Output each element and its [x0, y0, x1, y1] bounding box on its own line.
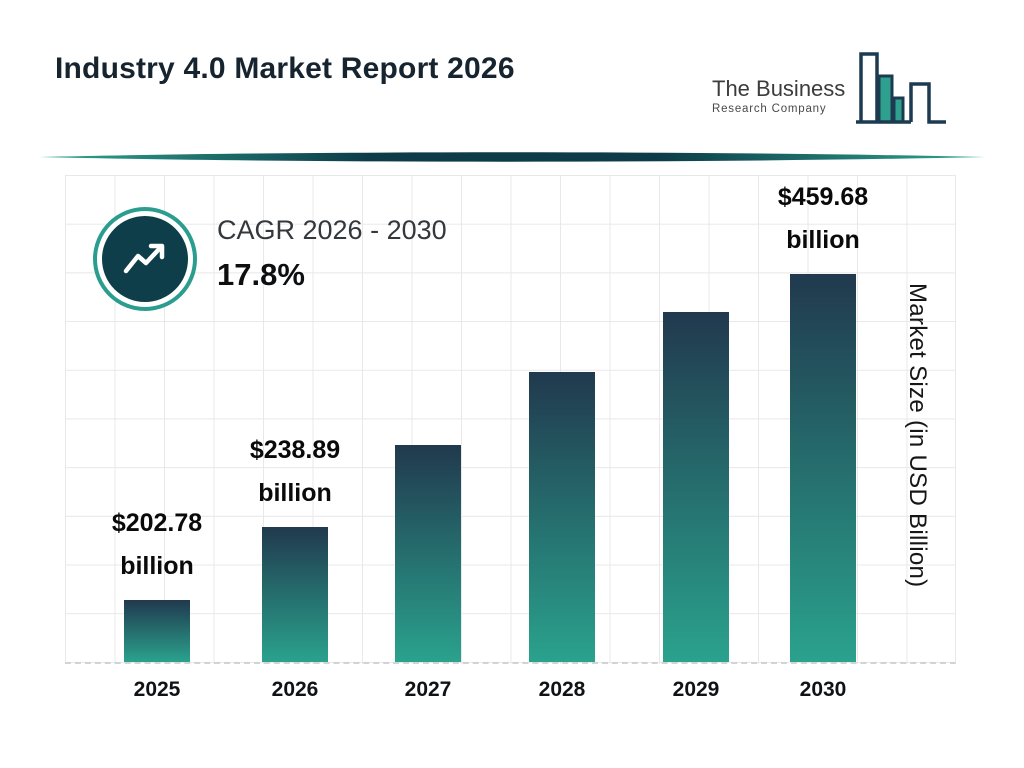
x-tick-2029: 2029: [672, 678, 720, 701]
cagr-value: 17.8%: [217, 257, 305, 292]
cagr-range-label: CAGR 2026 - 2030: [217, 215, 447, 245]
bar-2030: [790, 274, 856, 662]
cagr-badge: CAGR 2026 - 2030 17.8%: [93, 207, 447, 307]
y-axis-label: Market Size (in USD Billion): [904, 283, 931, 588]
plot-area: CAGR 2026 - 2030 17.8% $202.78 billion $23…: [65, 175, 956, 664]
x-tick-2026: 2026: [271, 678, 319, 701]
bar-chart: CAGR 2026 - 2030 17.8% $202.78 billion $23…: [65, 175, 956, 735]
bar-2027: [395, 445, 461, 662]
trend-up-icon: [97, 211, 193, 307]
company-logo-text: The Business Research Company: [712, 76, 846, 116]
company-logo: The Business Research Company: [712, 44, 972, 130]
page-title: Industry 4.0 Market Report 2026: [55, 52, 515, 85]
divider-line: [40, 152, 985, 162]
logo-bars-icon: [856, 52, 947, 124]
bar-2026: [262, 527, 328, 662]
logo-name-line2: Research Company: [712, 103, 827, 115]
value-label-2026: $238.89 billion: [249, 436, 341, 507]
x-tick-2028: 2028: [538, 678, 586, 701]
bar-2028: [529, 372, 595, 662]
x-tick-2027: 2027: [404, 678, 452, 701]
x-tick-2030: 2030: [799, 678, 847, 701]
value-label-2030: $459.68 billion: [777, 183, 869, 254]
x-tick-2025: 2025: [133, 678, 181, 701]
logo-name-line1: The Business: [712, 76, 846, 101]
bar-2025: [124, 600, 190, 662]
value-label-2025: $202.78 billion: [111, 509, 203, 580]
bar-2029: [663, 312, 729, 662]
cagr-text: CAGR 2026 - 2030 17.8%: [217, 213, 447, 293]
